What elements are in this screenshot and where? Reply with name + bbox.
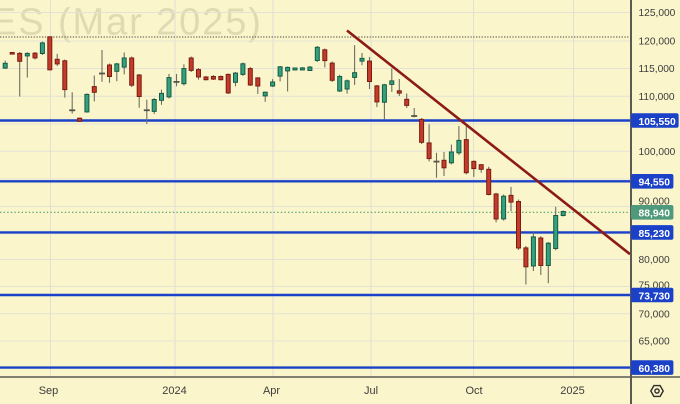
svg-text:Sep: Sep bbox=[39, 385, 59, 397]
svg-text:Jul: Jul bbox=[364, 385, 378, 397]
svg-text:90,000: 90,000 bbox=[639, 197, 670, 208]
svg-text:100,000: 100,000 bbox=[639, 147, 676, 158]
svg-text:ES (Mar 2025): ES (Mar 2025) bbox=[0, 2, 263, 44]
svg-text:125,000: 125,000 bbox=[639, 8, 676, 19]
svg-text:60,380: 60,380 bbox=[639, 364, 671, 375]
svg-text:65,000: 65,000 bbox=[639, 337, 670, 348]
svg-text:75,000: 75,000 bbox=[639, 281, 670, 292]
svg-text:80,000: 80,000 bbox=[639, 255, 670, 266]
svg-text:73,730: 73,730 bbox=[639, 291, 671, 302]
svg-text:115,000: 115,000 bbox=[639, 64, 675, 75]
svg-text:120,000: 120,000 bbox=[639, 37, 676, 48]
svg-text:2024: 2024 bbox=[162, 385, 186, 397]
svg-text:85,230: 85,230 bbox=[639, 229, 671, 240]
svg-text:110,000: 110,000 bbox=[639, 92, 675, 103]
svg-text:Oct: Oct bbox=[465, 385, 482, 397]
svg-text:88,940: 88,940 bbox=[639, 209, 671, 220]
svg-text:105,550: 105,550 bbox=[639, 117, 676, 128]
svg-text:2025: 2025 bbox=[560, 385, 584, 397]
svg-text:94,550: 94,550 bbox=[639, 178, 671, 189]
svg-text:70,000: 70,000 bbox=[639, 310, 670, 321]
svg-text:Apr: Apr bbox=[263, 385, 280, 397]
